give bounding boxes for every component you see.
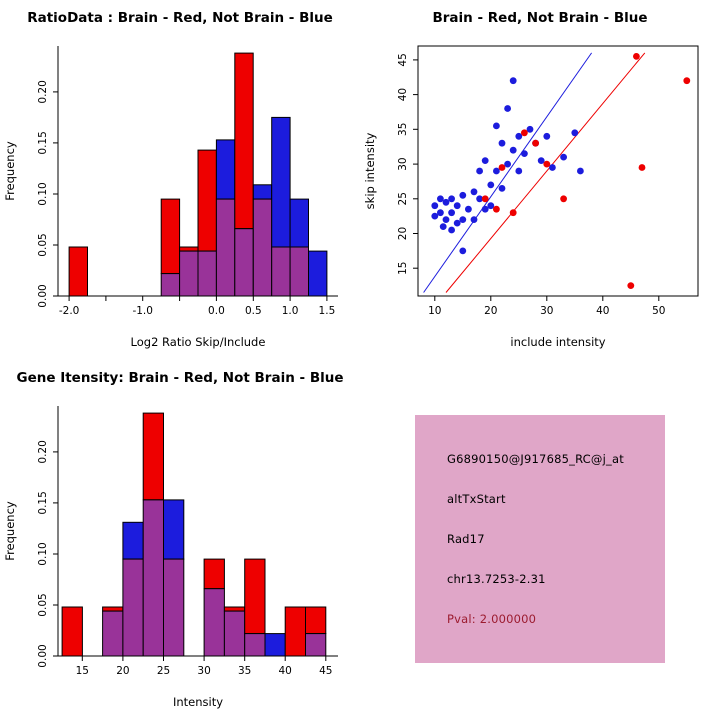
svg-text:0.05: 0.05	[37, 593, 49, 616]
svg-text:0.05: 0.05	[37, 233, 49, 256]
event-type-text: altTxStart	[447, 492, 506, 506]
svg-text:25: 25	[397, 192, 409, 205]
svg-text:Intensity: Intensity	[173, 695, 223, 709]
svg-text:0.5: 0.5	[245, 305, 262, 317]
pval-text: Pval: 2.000000	[447, 612, 537, 626]
panel-gene-intensity-histogram: Gene Itensity: Brain - Red, Not Brain - …	[0, 360, 360, 720]
svg-text:20: 20	[116, 665, 129, 677]
svg-text:10: 10	[428, 305, 441, 317]
panel-gene-info: G6890150@J917685_RC@j_at altTxStart Rad1…	[360, 360, 720, 720]
chromosome-location-text: chr13.7253-2.31	[447, 572, 546, 586]
svg-text:30: 30	[397, 157, 409, 170]
panel-intensity-scatter: Brain - Red, Not Brain - Blue 10 20 30 40 50…	[360, 0, 720, 360]
svg-text:1.5: 1.5	[319, 305, 336, 317]
svg-text:0.10: 0.10	[37, 182, 49, 205]
svg-text:0.20: 0.20	[37, 440, 49, 463]
svg-text:40: 40	[279, 665, 292, 677]
svg-text:15: 15	[76, 665, 89, 677]
scatter-title: Brain - Red, Not Brain - Blue	[432, 10, 648, 26]
ratio-histogram-title: RatioData : Brain - Red, Not Brain - Blu…	[27, 10, 333, 26]
intensity-scatter-plot: 10 20 30 40 50 15 20 25 30 35 40 45 include intensit…	[363, 45, 699, 349]
svg-text:0.20: 0.20	[37, 80, 49, 103]
gene-intensity-title: Gene Itensity: Brain - Red, Not Brain - …	[16, 370, 344, 386]
gene-info-box: G6890150@J917685_RC@j_at altTxStart Rad1…	[415, 415, 665, 663]
svg-text:include intensity: include intensity	[510, 335, 605, 349]
svg-text:15: 15	[397, 262, 409, 275]
svg-text:25: 25	[157, 665, 170, 677]
svg-text:30: 30	[540, 305, 553, 317]
svg-text:35: 35	[238, 665, 251, 677]
svg-text:1.0: 1.0	[282, 305, 299, 317]
svg-text:skip intensity: skip intensity	[363, 132, 377, 209]
svg-text:40: 40	[596, 305, 609, 317]
svg-text:-1.0: -1.0	[132, 305, 153, 317]
gene-name-text: Rad17	[447, 532, 485, 546]
log2-ratio-histogram: -2.0 -1.0 0.0 0.5 1.0 1.5 0.00 0.05 0.10 0.15 0.20…	[3, 46, 338, 349]
svg-text:0.0: 0.0	[208, 305, 225, 317]
svg-text:0.10: 0.10	[37, 542, 49, 565]
svg-text:-2.0: -2.0	[59, 305, 80, 317]
svg-text:45: 45	[319, 665, 332, 677]
svg-text:Frequency: Frequency	[3, 501, 17, 561]
svg-text:30: 30	[197, 665, 210, 677]
svg-text:35: 35	[397, 123, 409, 136]
svg-text:50: 50	[652, 305, 665, 317]
panel-ratio-histogram: RatioData : Brain - Red, Not Brain - Blu…	[0, 0, 360, 360]
svg-text:40: 40	[397, 88, 409, 101]
svg-text:Frequency: Frequency	[3, 141, 17, 201]
gene-intensity-histogram: 15 20 25 30 35 40 45 0.00 0.05 0.10 0.15 0.20 Intens…	[3, 406, 338, 709]
svg-text:20: 20	[484, 305, 497, 317]
svg-text:0.00: 0.00	[37, 284, 49, 307]
svg-text:0.15: 0.15	[37, 131, 49, 154]
svg-text:45: 45	[397, 53, 409, 66]
probe-id-text: G6890150@J917685_RC@j_at	[447, 452, 624, 466]
svg-text:0.15: 0.15	[37, 491, 49, 514]
svg-text:Log2 Ratio Skip/Include: Log2 Ratio Skip/Include	[131, 335, 266, 349]
svg-text:0.00: 0.00	[37, 644, 49, 667]
svg-text:20: 20	[397, 227, 409, 240]
